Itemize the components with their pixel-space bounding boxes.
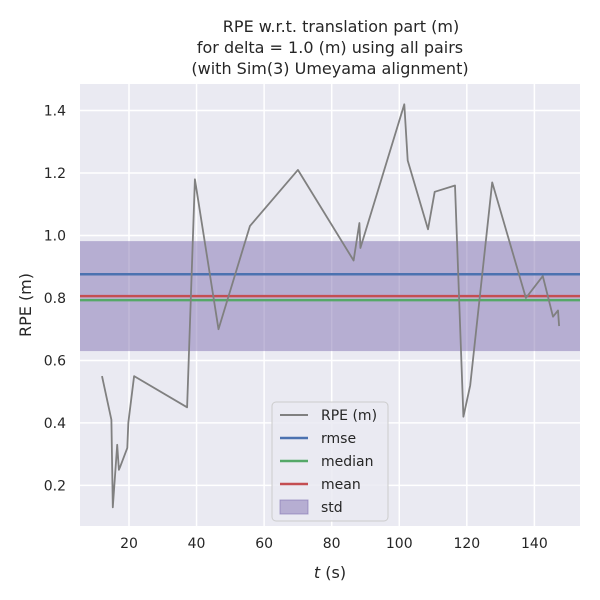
legend-mean-label: mean <box>321 477 361 493</box>
x-tick-label: 140 <box>521 536 548 552</box>
chart-title-line-2: for delta = 1.0 (m) using all pairs <box>197 38 463 57</box>
rpe-series-line <box>101 103 560 509</box>
y-tick-label: 0.6 <box>44 353 66 369</box>
chart-title-line-1: RPE w.r.t. translation part (m) <box>223 17 459 36</box>
x-tick-label: 120 <box>453 536 480 552</box>
stat-lines <box>80 272 580 302</box>
chart-title-line-3: (with Sim(3) Umeyama alignment) <box>191 59 468 78</box>
y-axis-label: RPE (m) <box>16 273 35 337</box>
x-tick-labels: 20 40 60 80 100 120 140 <box>120 536 548 552</box>
legend-std-label: std <box>321 500 343 516</box>
y-tick-label: 0.4 <box>44 416 66 432</box>
x-tick-label: 40 <box>188 536 206 552</box>
legend-rpe-label: RPE (m) <box>321 408 377 424</box>
x-axis-label-unit: (s) <box>320 563 346 582</box>
x-tick-label: 100 <box>386 536 413 552</box>
legend-std-swatch <box>279 499 309 515</box>
y-tick-label: 1.4 <box>44 104 66 120</box>
y-tick-label: 1.0 <box>44 228 66 244</box>
x-tick-label: 60 <box>255 536 273 552</box>
x-tick-label: 20 <box>120 536 138 552</box>
y-tick-label: 1.2 <box>44 166 66 182</box>
legend-rmse-label: rmse <box>321 431 356 447</box>
x-axis-label-variable: t <box>314 563 321 582</box>
y-tick-labels: 0.2 0.4 0.6 0.8 1.0 1.2 1.4 <box>44 104 66 495</box>
x-axis-label: t (s) <box>314 563 346 582</box>
y-tick-label: 0.8 <box>44 291 66 307</box>
legend-median-label: median <box>321 454 373 470</box>
legend: RPE (m) rmse median mean std <box>271 401 389 522</box>
x-tick-label: 80 <box>323 536 341 552</box>
legend-frame <box>271 401 389 522</box>
y-tick-label: 0.2 <box>44 478 66 494</box>
